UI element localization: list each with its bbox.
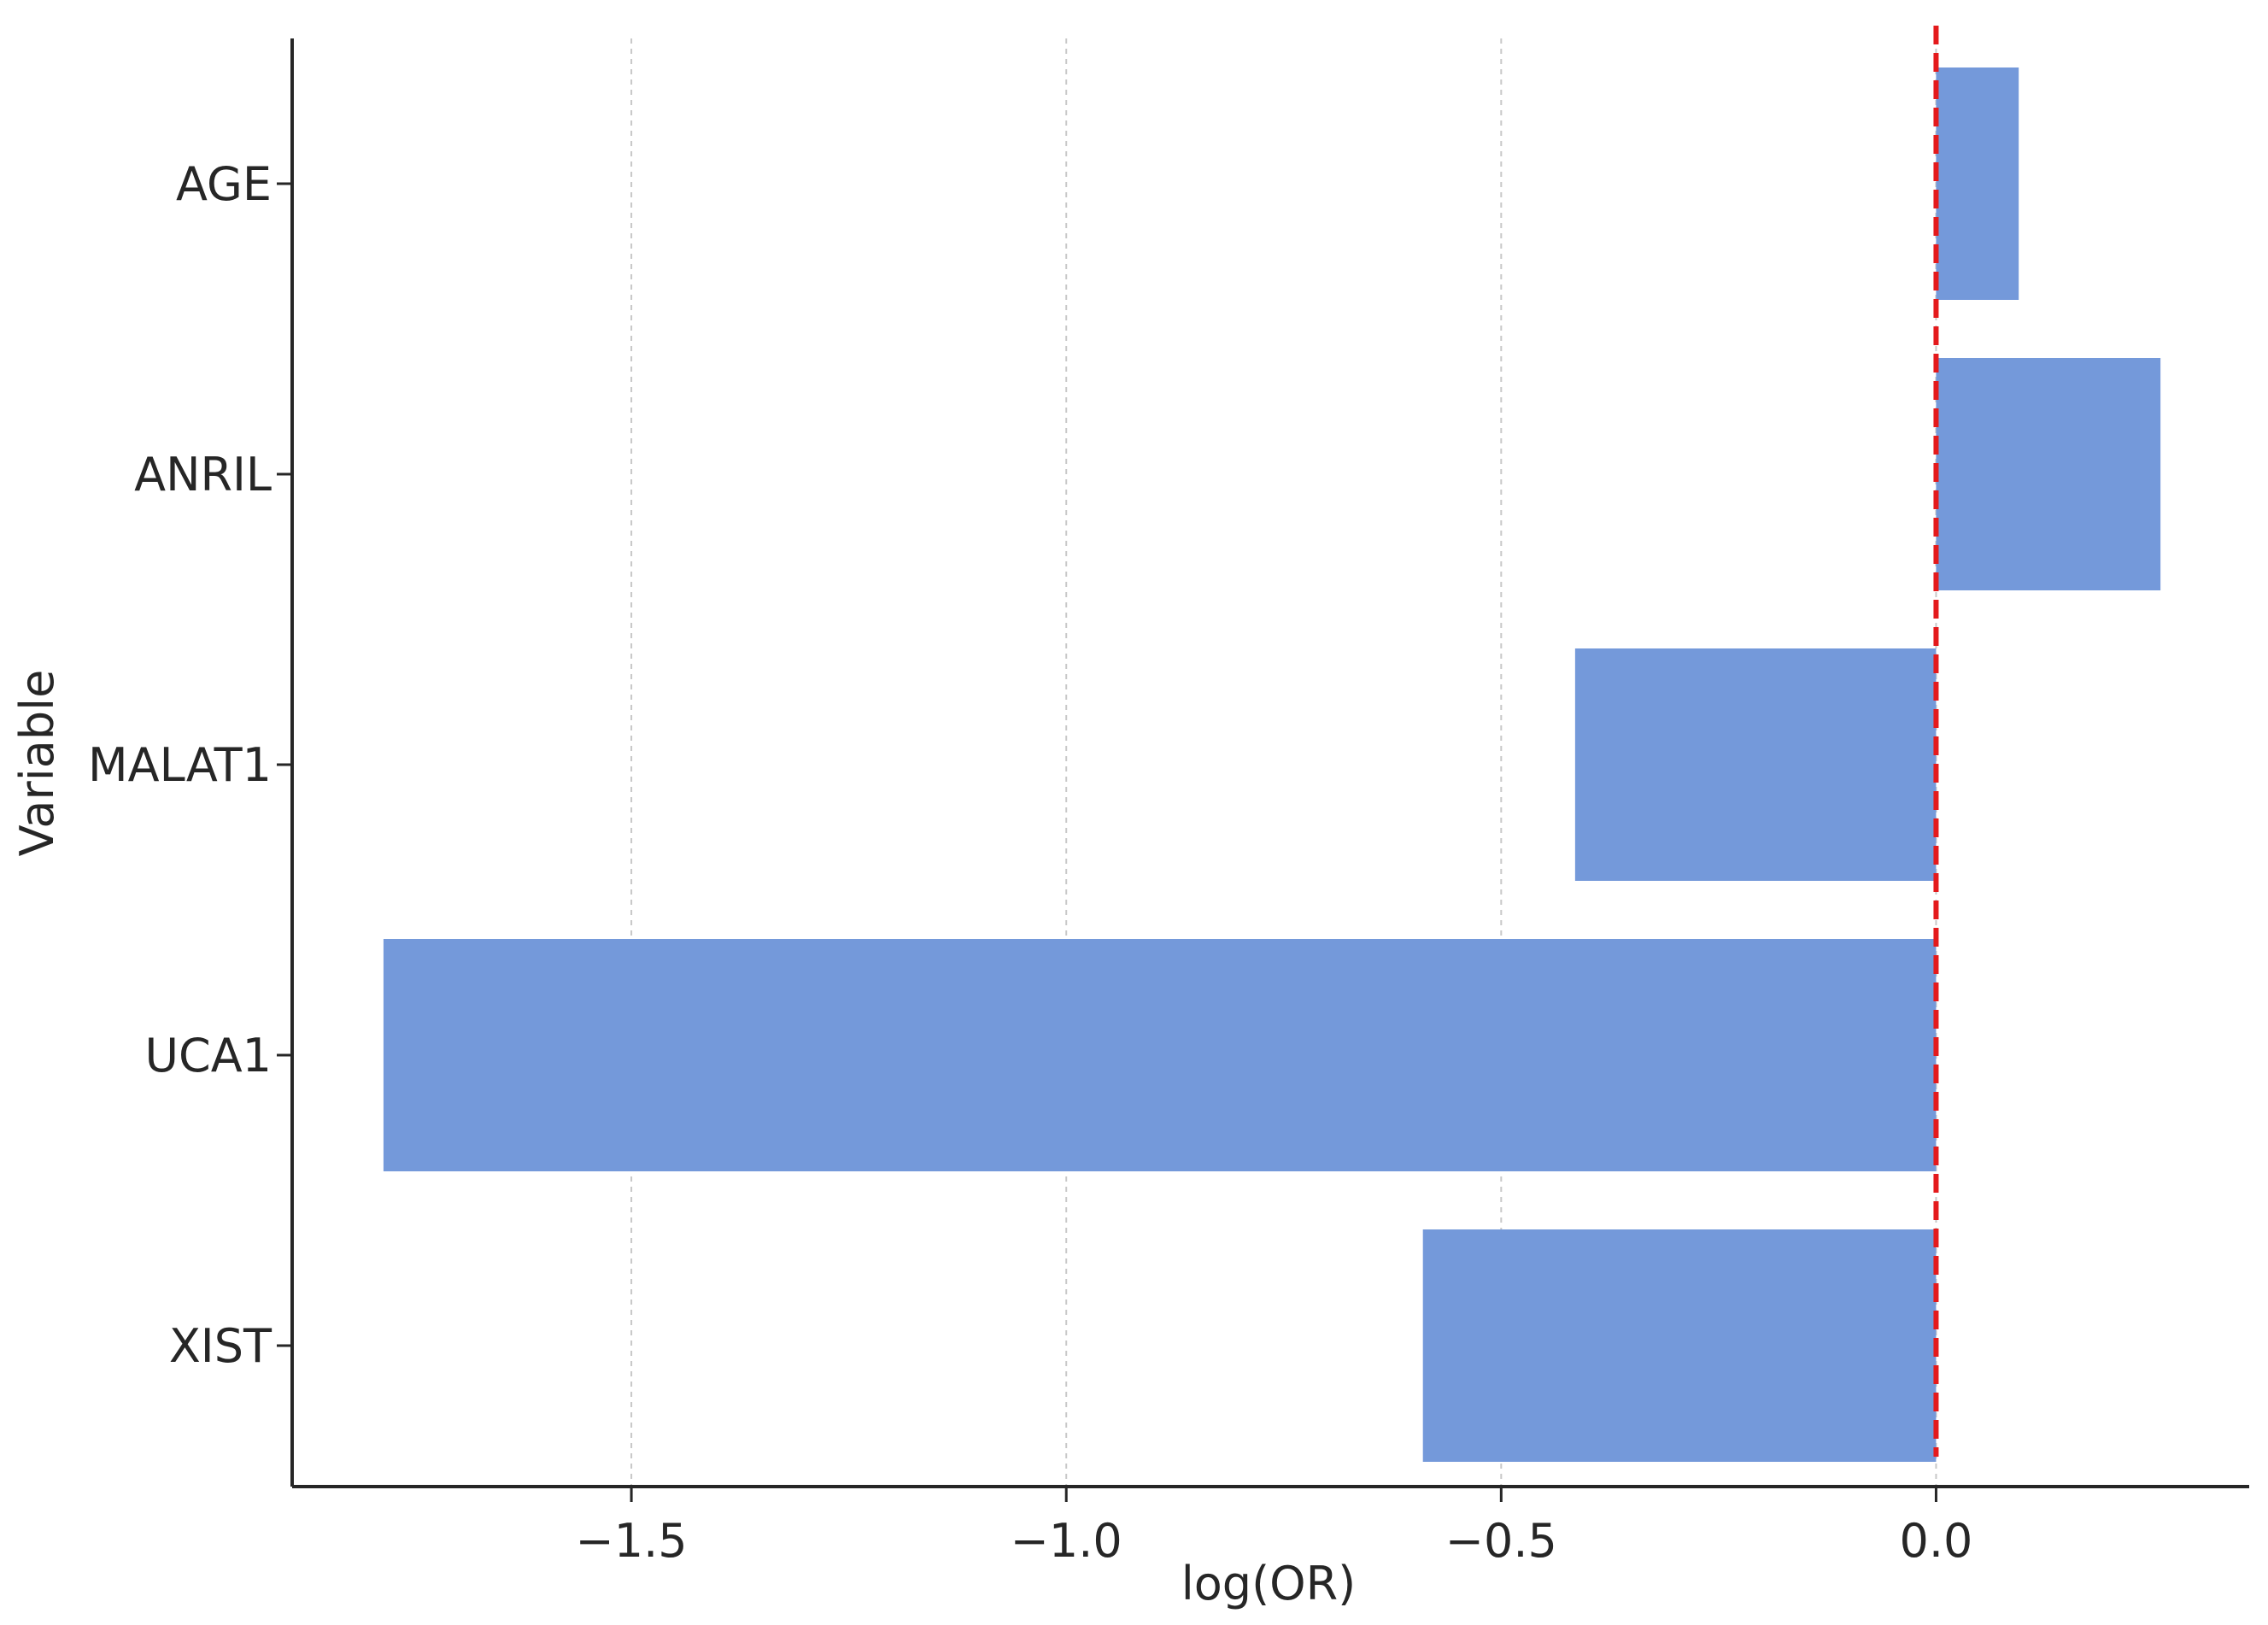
ticks: AGE ANRIL MALAT1 UCA1 XIST −1.5 −1.0 −0.5 0.0	[88, 157, 1972, 1568]
x-tick-label: −1.0	[1011, 1514, 1122, 1568]
y-tick-label: XIST	[169, 1319, 273, 1373]
y-tick-label: UCA1	[144, 1029, 272, 1082]
bars	[383, 67, 2161, 1462]
bar-malat1	[1574, 648, 1937, 881]
x-tick-label: −0.5	[1445, 1514, 1557, 1568]
y-tick-label: MALAT1	[88, 738, 272, 792]
bar-uca1	[383, 939, 1937, 1171]
bar-xist	[1422, 1229, 1937, 1462]
axes	[290, 38, 2249, 1488]
y-tick-label: ANRIL	[134, 448, 272, 502]
y-axis-label: Variable	[10, 670, 64, 857]
x-tick-label: −1.5	[576, 1514, 688, 1568]
bar-age	[1936, 67, 2019, 300]
bar-anril	[1936, 358, 2161, 590]
y-tick-label: AGE	[176, 157, 272, 211]
x-axis-label: log(OR)	[1181, 1557, 1356, 1610]
x-tick-label: 0.0	[1899, 1514, 1972, 1568]
